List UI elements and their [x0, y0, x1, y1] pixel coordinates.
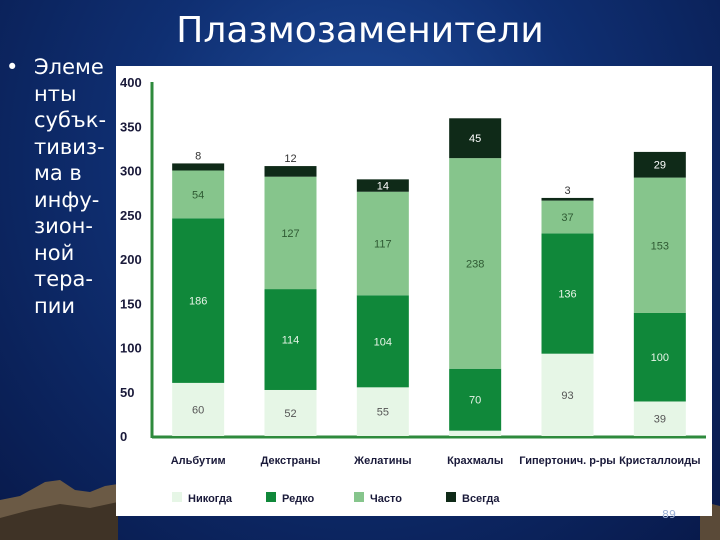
y-tick-label: 250: [120, 208, 142, 223]
page-number: 89: [662, 508, 676, 521]
bar-segment: [449, 118, 502, 159]
bar-segment: [172, 170, 225, 219]
data-label: 238: [466, 258, 484, 270]
bar-segment: [449, 430, 502, 436]
data-label: 8: [195, 150, 201, 162]
bar-segment: [449, 368, 502, 431]
category-label: Декстраны: [261, 455, 321, 467]
bar-segment: [633, 401, 686, 436]
data-label: 117: [374, 239, 392, 251]
y-tick-label: 300: [120, 164, 142, 179]
bar-segment: [633, 312, 686, 402]
bar-segment: [264, 289, 317, 390]
legend-label: Редко: [282, 493, 315, 505]
category-label: Желатины: [353, 455, 411, 467]
bar-segment: [172, 382, 225, 436]
data-label: 55: [377, 407, 389, 419]
legend-swatch: [354, 492, 364, 502]
y-tick-label: 200: [120, 252, 142, 267]
bar-segment: [356, 295, 409, 388]
bullet-marker: •: [6, 55, 19, 79]
bar-segment: [264, 389, 317, 436]
category-label: Альбутим: [171, 455, 226, 467]
legend-label: Часто: [370, 493, 402, 505]
bar-segment: [633, 151, 686, 178]
chart-panel: 0 50 100 150 200 250 300 350 400 60 186 54 8 Альбутим…: [116, 66, 712, 516]
legend-label: Никогда: [188, 493, 233, 505]
bar-segment: [541, 197, 594, 201]
data-label: 100: [651, 352, 669, 364]
data-label: 60: [192, 404, 204, 416]
data-label: 127: [281, 228, 299, 240]
bar-segment: [633, 177, 686, 313]
bar-segment: [541, 233, 594, 354]
y-tick-label: 150: [120, 296, 142, 311]
data-label: 186: [189, 296, 207, 308]
y-tick-label: 400: [120, 75, 142, 90]
data-label: 104: [374, 336, 392, 348]
legend-label: Всегда: [462, 493, 500, 505]
data-label: 45: [469, 133, 481, 145]
data-label: 70: [469, 395, 481, 407]
legend-swatch: [172, 492, 182, 502]
mountain-landscape: [0, 480, 720, 540]
data-label: 93: [561, 390, 573, 402]
y-tick-label: 100: [120, 341, 142, 356]
category-label: Гипертонич. р-ры: [519, 455, 615, 467]
y-tick-label: 50: [120, 385, 134, 400]
bullet-text: Элеме нты субък- тивиз- ма в инфу- зион-…: [34, 55, 107, 318]
bar-segment: [356, 191, 409, 296]
category-label: Кристаллоиды: [619, 455, 701, 467]
y-tick-label: 0: [120, 429, 127, 444]
data-label: 153: [651, 240, 669, 252]
bar-segment: [172, 218, 225, 383]
bar-segment: [356, 179, 409, 192]
data-label: 14: [377, 181, 389, 193]
bar-segment: [541, 353, 594, 436]
bar-segment: [264, 176, 317, 290]
data-label: 54: [192, 189, 204, 201]
bar-segment: [356, 387, 409, 436]
data-label: 136: [558, 289, 576, 301]
y-tick-label: 350: [120, 119, 142, 134]
bar-segment: [264, 166, 317, 177]
data-label: 52: [284, 408, 296, 420]
data-label: 114: [282, 335, 300, 347]
legend-swatch: [266, 492, 276, 502]
category-label: Крахмалы: [447, 455, 503, 467]
slide-title: Плазмозаменители: [176, 10, 544, 51]
data-label: 3: [564, 185, 570, 197]
legend-swatch: [446, 492, 456, 502]
bar-segment: [541, 200, 594, 234]
bar-segment: [172, 163, 225, 171]
data-label: 12: [284, 153, 296, 165]
data-label: 29: [654, 160, 666, 172]
data-label: 37: [561, 212, 573, 224]
stacked-bar-chart: 0 50 100 150 200 250 300 350 400 60 186 54 8 Альбутим…: [120, 75, 706, 505]
bar-segment: [449, 158, 502, 369]
data-label: 39: [654, 414, 666, 426]
